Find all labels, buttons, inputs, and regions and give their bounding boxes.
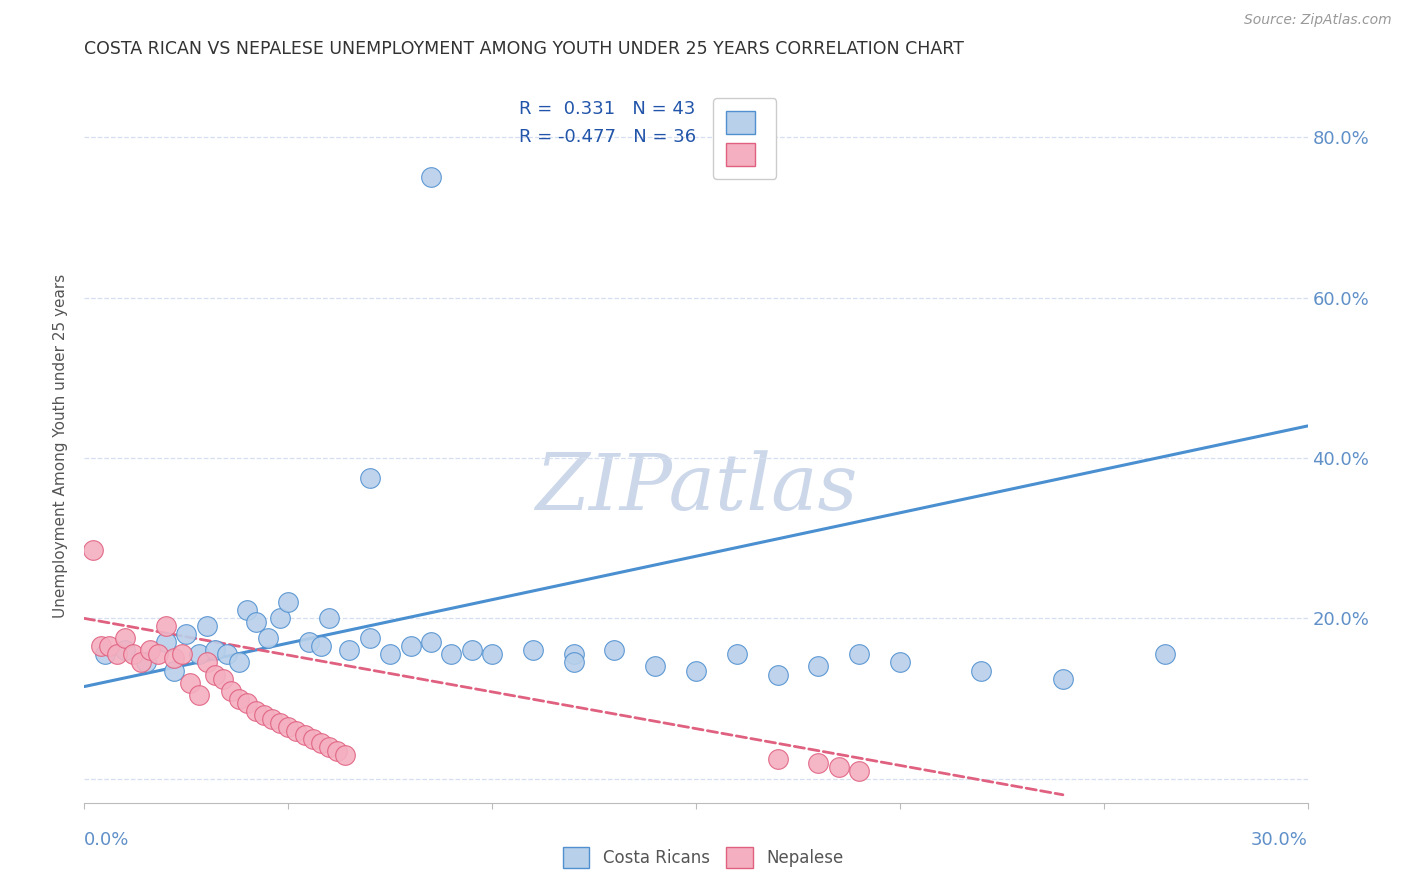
Text: 30.0%: 30.0% — [1251, 831, 1308, 849]
Point — [138, 643, 160, 657]
Point — [163, 651, 186, 665]
Point — [766, 667, 789, 681]
Point — [135, 656, 157, 670]
Point — [217, 648, 239, 662]
Point — [522, 643, 544, 657]
Point — [481, 648, 503, 662]
Point — [848, 764, 870, 778]
Point — [562, 648, 585, 662]
Point — [257, 632, 280, 646]
Point — [380, 648, 402, 662]
Point — [172, 648, 194, 662]
Point — [204, 667, 226, 681]
Point — [260, 712, 283, 726]
Point — [105, 648, 128, 662]
Point — [114, 632, 136, 646]
Point — [245, 704, 267, 718]
Point — [644, 659, 666, 673]
Point — [399, 640, 422, 654]
Point — [359, 471, 381, 485]
Point — [253, 707, 276, 722]
Point — [155, 635, 177, 649]
Text: ZIPatlas: ZIPatlas — [534, 450, 858, 527]
Point — [807, 659, 830, 673]
Text: COSTA RICAN VS NEPALESE UNEMPLOYMENT AMONG YOUTH UNDER 25 YEARS CORRELATION CHAR: COSTA RICAN VS NEPALESE UNEMPLOYMENT AMO… — [84, 40, 965, 58]
Point — [807, 756, 830, 770]
Point — [277, 595, 299, 609]
Point — [766, 752, 789, 766]
Text: R = -0.477   N = 36: R = -0.477 N = 36 — [519, 128, 696, 146]
Point — [889, 656, 911, 670]
Legend: Costa Ricans, Nepalese: Costa Ricans, Nepalese — [555, 840, 851, 875]
Point — [212, 672, 235, 686]
Point — [236, 696, 259, 710]
Legend: , : , — [713, 98, 776, 179]
Point — [90, 640, 112, 654]
Point — [269, 715, 291, 730]
Point — [725, 648, 748, 662]
Point — [603, 643, 626, 657]
Point — [204, 643, 226, 657]
Point — [176, 627, 198, 641]
Point — [163, 664, 186, 678]
Point — [228, 656, 250, 670]
Point — [146, 648, 169, 662]
Point — [228, 691, 250, 706]
Point — [236, 603, 259, 617]
Point — [335, 747, 357, 762]
Point — [359, 632, 381, 646]
Point — [848, 648, 870, 662]
Point — [93, 648, 117, 662]
Point — [301, 731, 323, 746]
Point — [309, 736, 332, 750]
Point — [285, 723, 308, 738]
Point — [187, 648, 209, 662]
Point — [318, 611, 340, 625]
Point — [339, 643, 361, 657]
Text: Source: ZipAtlas.com: Source: ZipAtlas.com — [1244, 13, 1392, 28]
Point — [318, 739, 340, 754]
Point — [122, 648, 145, 662]
Point — [420, 170, 443, 185]
Point — [97, 640, 120, 654]
Point — [309, 640, 332, 654]
Point — [195, 619, 218, 633]
Text: R =  0.331   N = 43: R = 0.331 N = 43 — [519, 100, 695, 118]
Point — [970, 664, 993, 678]
Point — [277, 720, 299, 734]
Point — [1154, 648, 1177, 662]
Point — [131, 656, 153, 670]
Point — [82, 543, 104, 558]
Point — [245, 615, 267, 630]
Point — [326, 744, 349, 758]
Point — [461, 643, 484, 657]
Point — [440, 648, 463, 662]
Point — [155, 619, 177, 633]
Point — [187, 688, 209, 702]
Point — [420, 635, 443, 649]
Point — [179, 675, 201, 690]
Point — [195, 656, 218, 670]
Point — [298, 635, 321, 649]
Point — [219, 683, 242, 698]
Point — [294, 728, 316, 742]
Point — [269, 611, 291, 625]
Point — [685, 664, 707, 678]
Point — [562, 656, 585, 670]
Point — [828, 760, 851, 774]
Y-axis label: Unemployment Among Youth under 25 years: Unemployment Among Youth under 25 years — [53, 274, 69, 618]
Text: 0.0%: 0.0% — [84, 831, 129, 849]
Point — [1052, 672, 1074, 686]
Point — [114, 643, 136, 657]
